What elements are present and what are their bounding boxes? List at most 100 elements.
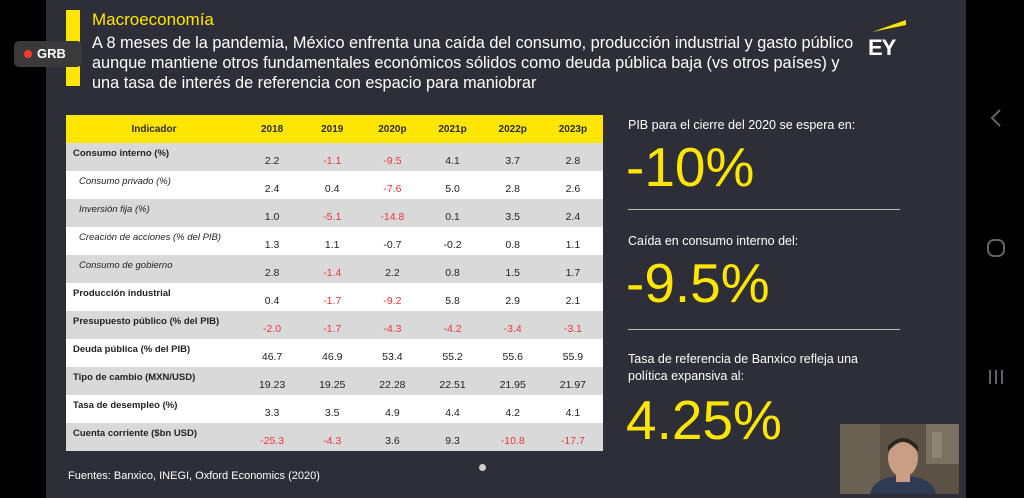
value-cell: -3.1 (542, 311, 603, 339)
value-cell: -17.7 (542, 423, 603, 451)
table-row: Consumo privado (%) 2.4 0.4 -7.6 5.0 2.8 2.6 (66, 171, 603, 199)
value-cell: -14.8 (362, 199, 423, 227)
value-cell: 2.8 (542, 143, 603, 171)
header-cell: 2023p (542, 115, 603, 143)
value-cell: -1.4 (302, 255, 363, 283)
table-header-row: Indicador 2018 2019 2020p 2021p 2022p 20… (66, 115, 603, 143)
value-cell: 5.0 (422, 171, 483, 199)
indicator-label: Deuda pública (% del PIB) (66, 339, 242, 367)
kpi-consumption-label: Caída en consumo interno del: (628, 234, 799, 248)
value-cell: 46.7 (242, 339, 303, 367)
table-row: Consumo interno (%) 2.2 -1.1 -9.5 4.1 3.7 2.8 (66, 143, 603, 171)
value-cell: -3.4 (482, 311, 543, 339)
value-cell: 4.4 (422, 395, 483, 423)
header-cell: 2019 (302, 115, 363, 143)
value-cell: 55.2 (422, 339, 483, 367)
ey-logo-text: EY (868, 35, 896, 60)
value-cell: 0.8 (422, 255, 483, 283)
value-cell: -9.5 (362, 143, 423, 171)
value-cell: 55.6 (482, 339, 543, 367)
indicator-label: Producción industrial (66, 283, 242, 311)
value-cell: 22.51 (422, 367, 483, 395)
kpi-gdp-value: -10% (626, 136, 755, 198)
ey-logo-mark (872, 20, 906, 32)
header-cell: 2020p (362, 115, 423, 143)
value-cell: 3.5 (302, 395, 363, 423)
value-cell: -0.2 (422, 227, 483, 255)
value-cell: 3.7 (482, 143, 543, 171)
value-cell: -1.1 (302, 143, 363, 171)
table-row: Presupuesto público (% del PIB) -2.0 -1.7-… (66, 311, 603, 339)
value-cell: 1.7 (542, 255, 603, 283)
kpi-consumption-value: -9.5% (626, 252, 770, 314)
value-cell: 19.25 (302, 367, 363, 395)
value-cell: 2.1 (542, 283, 603, 311)
slide-heading: Macroeconomía (92, 10, 214, 29)
value-cell: 0.8 (482, 227, 543, 255)
slide-indicator-dot[interactable] (479, 464, 486, 471)
value-cell: 5.8 (422, 283, 483, 311)
kpi-rate-label: Tasa de referencia de Banxico refleja un… (628, 352, 859, 383)
value-cell: -9.2 (362, 283, 423, 311)
table-row: Cuenta corriente ($bn USD) -25.3 -4.3 3.6 9.… (66, 423, 603, 451)
value-cell: -5.1 (302, 199, 363, 227)
recents-bars-icon[interactable] (980, 361, 1012, 393)
value-cell: 22.28 (362, 367, 423, 395)
value-cell: 4.9 (362, 395, 423, 423)
header-cell: 2021p (422, 115, 483, 143)
value-cell: 46.9 (302, 339, 363, 367)
value-cell: -1.7 (302, 311, 363, 339)
recording-dot-icon (24, 50, 32, 58)
value-cell: -7.6 (362, 171, 423, 199)
value-cell: 2.8 (482, 171, 543, 199)
recording-badge[interactable]: GRB (14, 41, 82, 67)
indicator-label: Consumo privado (%) (66, 171, 242, 199)
value-cell: -1.7 (302, 283, 363, 311)
home-circle-icon[interactable] (980, 232, 1012, 264)
value-cell: -2.0 (242, 311, 303, 339)
value-cell: 2.4 (542, 199, 603, 227)
value-cell: 4.2 (482, 395, 543, 423)
sources-note: Fuentes: Banxico, INEGI, Oxford Economic… (68, 470, 320, 482)
indicator-label: Tasa de desempleo (%) (66, 395, 242, 423)
value-cell: 53.4 (362, 339, 423, 367)
economic-indicators-table: Indicador 2018 2019 2020p 2021p 2022p 20… (66, 115, 603, 451)
indicator-label: Creación de acciones (% del PIB) (66, 227, 242, 255)
value-cell: 0.4 (302, 171, 363, 199)
table-row: Producción industrial 0.4 -1.7 -9.2 5.8 2.9 2.… (66, 283, 603, 311)
value-cell: 1.5 (482, 255, 543, 283)
value-cell: -25.3 (242, 423, 303, 451)
chevron-left-icon[interactable] (980, 102, 1012, 134)
value-cell: 2.6 (542, 171, 603, 199)
value-cell: 21.95 (482, 367, 543, 395)
value-cell: -4.3 (302, 423, 363, 451)
indicator-label: Consumo interno (%) (66, 143, 242, 171)
value-cell: 55.9 (542, 339, 603, 367)
indicator-label: Consumo de gobierno (66, 255, 242, 283)
value-cell: -10.8 (482, 423, 543, 451)
value-cell: 19.23 (242, 367, 303, 395)
ey-logo: EY (866, 18, 906, 60)
webcam-thumbnail[interactable] (840, 424, 959, 494)
recording-label: GRB (37, 46, 66, 61)
value-cell: 1.1 (302, 227, 363, 255)
value-cell: -4.3 (362, 311, 423, 339)
presenter-video (840, 424, 959, 494)
value-cell: 2.2 (362, 255, 423, 283)
indicator-label: Inversión fija (%) (66, 199, 242, 227)
kpi-rate-value: 4.25% (626, 389, 782, 451)
value-cell: 3.5 (482, 199, 543, 227)
value-cell: 1.1 (542, 227, 603, 255)
value-cell: 2.4 (242, 171, 303, 199)
value-cell: 1.3 (242, 227, 303, 255)
indicator-label: Presupuesto público (% del PIB) (66, 311, 242, 339)
table-row: Consumo de gobierno 2.8 -1.4 2.2 0.8 1.5 1.7 (66, 255, 603, 283)
value-cell: -4.2 (422, 311, 483, 339)
table-row: Creación de acciones (% del PIB) 1.3 1.1 -0… (66, 227, 603, 255)
value-cell: 3.6 (362, 423, 423, 451)
value-cell: 0.4 (242, 283, 303, 311)
value-cell: 2.8 (242, 255, 303, 283)
header-cell: 2018 (242, 115, 303, 143)
value-cell: 2.9 (482, 283, 543, 311)
slide-subtitle: A 8 meses de la pandemia, México enfrent… (92, 34, 854, 92)
